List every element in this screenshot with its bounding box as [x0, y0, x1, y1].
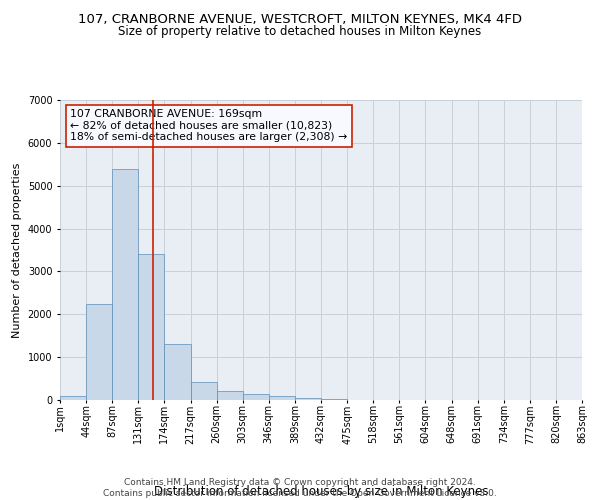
- Bar: [60, 396, 86, 400]
- X-axis label: Distribution of detached houses by size in Milton Keynes: Distribution of detached houses by size …: [154, 486, 488, 498]
- Y-axis label: Number of detached properties: Number of detached properties: [12, 162, 22, 338]
- Bar: [112, 168, 139, 400]
- Text: Size of property relative to detached houses in Milton Keynes: Size of property relative to detached ho…: [118, 25, 482, 38]
- Bar: [321, 399, 347, 400]
- Bar: [217, 391, 243, 400]
- Bar: [295, 398, 321, 400]
- Bar: [86, 304, 112, 400]
- Bar: [191, 382, 217, 400]
- Bar: [139, 254, 164, 400]
- Bar: [269, 396, 295, 400]
- Text: 107 CRANBORNE AVENUE: 169sqm
← 82% of detached houses are smaller (10,823)
18% o: 107 CRANBORNE AVENUE: 169sqm ← 82% of de…: [70, 109, 347, 142]
- Bar: [164, 344, 191, 400]
- Text: Contains HM Land Registry data © Crown copyright and database right 2024.
Contai: Contains HM Land Registry data © Crown c…: [103, 478, 497, 498]
- Bar: [243, 394, 269, 400]
- Text: 107, CRANBORNE AVENUE, WESTCROFT, MILTON KEYNES, MK4 4FD: 107, CRANBORNE AVENUE, WESTCROFT, MILTON…: [78, 12, 522, 26]
